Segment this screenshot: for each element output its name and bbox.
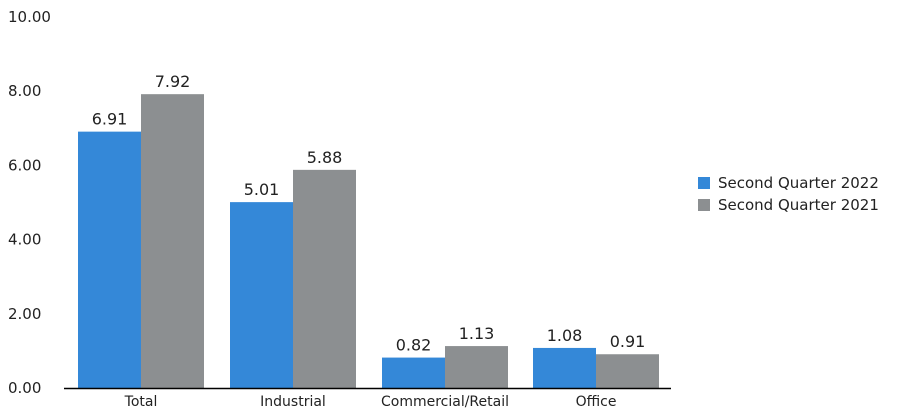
x-category-label: Office (576, 394, 617, 409)
y-tick-label: 10.00 (8, 8, 51, 26)
data-label: 7.92 (155, 72, 191, 91)
legend-swatch-series-1 (698, 177, 710, 189)
data-label: 6.91 (92, 110, 128, 129)
legend-item-series-1: Second Quarter 2022 (698, 172, 879, 194)
legend-label-series-2: Second Quarter 2021 (718, 196, 879, 214)
data-label: 5.88 (307, 148, 343, 167)
y-tick-label: 0.00 (8, 379, 41, 397)
data-label: 0.91 (610, 332, 646, 351)
bar-q2-2021-office (596, 354, 659, 388)
bars (78, 94, 659, 389)
bar-q2-2022-commercial-retail (382, 357, 445, 388)
y-tick-label: 8.00 (8, 82, 41, 100)
bar-q2-2021-industrial (293, 169, 356, 388)
legend-item-series-2: Second Quarter 2021 (698, 194, 879, 216)
x-category-label: Industrial (260, 394, 326, 409)
y-tick-label: 2.00 (8, 305, 41, 323)
x-category-label: Total (124, 394, 158, 409)
data-label: 0.82 (396, 336, 432, 355)
bar-q2-2021-total (141, 94, 204, 388)
data-label: 1.08 (547, 326, 583, 345)
y-tick-label: 6.00 (8, 156, 41, 174)
bar-q2-2022-industrial (230, 202, 293, 388)
data-label: 1.13 (459, 324, 495, 343)
data-label: 5.01 (244, 180, 280, 199)
legend-swatch-series-2 (698, 199, 710, 211)
legend: Second Quarter 2022 Second Quarter 2021 (698, 172, 879, 216)
bar-q2-2021-commercial-retail (445, 346, 508, 388)
bar-q2-2022-total (78, 131, 141, 389)
x-category-label: Commercial/Retail (381, 394, 509, 409)
x-axis-labels: Total Industrial Commercial/Retail Office (124, 394, 617, 409)
legend-label-series-1: Second Quarter 2022 (718, 174, 879, 192)
data-labels: 6.91 7.92 5.01 5.88 0.82 1.13 1.08 0.91 (92, 72, 646, 354)
y-axis-ticks: 0.00 2.00 4.00 6.00 8.00 10.00 (8, 8, 51, 397)
y-tick-label: 4.00 (8, 231, 41, 249)
bar-q2-2022-office (533, 347, 596, 388)
